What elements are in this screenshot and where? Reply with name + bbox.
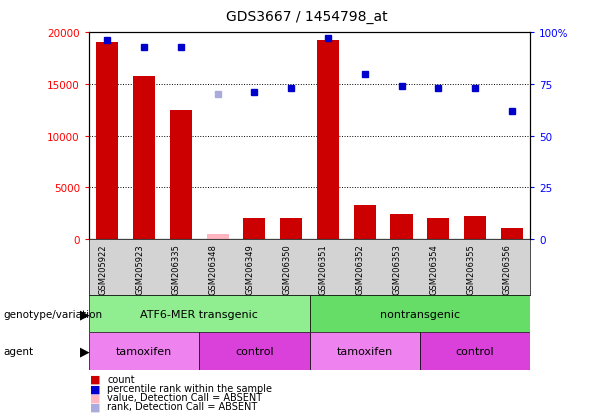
Bar bbox=[96, 43, 118, 240]
Bar bbox=[89, 332, 199, 370]
Text: agent: agent bbox=[3, 346, 33, 356]
Text: nontransgenic: nontransgenic bbox=[380, 309, 460, 319]
Text: GSM206348: GSM206348 bbox=[208, 244, 218, 295]
Text: GDS3667 / 1454798_at: GDS3667 / 1454798_at bbox=[226, 10, 387, 24]
Bar bbox=[310, 332, 420, 370]
Bar bbox=[464, 217, 486, 240]
Text: ■: ■ bbox=[89, 392, 101, 402]
Text: GSM206352: GSM206352 bbox=[356, 244, 365, 294]
Text: GSM205922: GSM205922 bbox=[98, 244, 107, 294]
Bar bbox=[427, 219, 449, 240]
Text: rank, Detection Call = ABSENT: rank, Detection Call = ABSENT bbox=[107, 401, 257, 411]
Bar bbox=[420, 332, 530, 370]
Bar bbox=[89, 295, 310, 332]
Text: ATF6-MER transgenic: ATF6-MER transgenic bbox=[140, 309, 258, 319]
Bar bbox=[133, 76, 155, 240]
Text: genotype/variation: genotype/variation bbox=[3, 309, 102, 319]
Text: count: count bbox=[107, 374, 135, 384]
Text: ■: ■ bbox=[89, 401, 101, 411]
Bar bbox=[207, 235, 229, 240]
Text: GSM206351: GSM206351 bbox=[319, 244, 328, 294]
Text: tamoxifen: tamoxifen bbox=[116, 346, 172, 356]
Text: GSM206350: GSM206350 bbox=[282, 244, 291, 294]
Text: GSM206335: GSM206335 bbox=[172, 244, 181, 295]
Bar bbox=[199, 332, 310, 370]
Text: GSM206353: GSM206353 bbox=[392, 244, 402, 295]
Text: tamoxifen: tamoxifen bbox=[337, 346, 393, 356]
Text: control: control bbox=[235, 346, 274, 356]
Bar bbox=[354, 206, 376, 240]
Text: GSM206354: GSM206354 bbox=[429, 244, 438, 294]
Text: percentile rank within the sample: percentile rank within the sample bbox=[107, 383, 272, 393]
Bar bbox=[501, 228, 523, 240]
Text: GSM206356: GSM206356 bbox=[503, 244, 512, 295]
Bar bbox=[243, 219, 265, 240]
Text: value, Detection Call = ABSENT: value, Detection Call = ABSENT bbox=[107, 392, 262, 402]
Text: ■: ■ bbox=[89, 383, 101, 393]
Text: GSM206349: GSM206349 bbox=[245, 244, 254, 294]
Text: GSM205923: GSM205923 bbox=[135, 244, 144, 294]
Text: control: control bbox=[455, 346, 495, 356]
Text: ▶: ▶ bbox=[80, 307, 89, 320]
Text: ■: ■ bbox=[89, 374, 101, 384]
Bar bbox=[390, 215, 413, 240]
Bar bbox=[170, 110, 192, 240]
Bar bbox=[280, 219, 302, 240]
Bar bbox=[317, 41, 339, 240]
Text: GSM206355: GSM206355 bbox=[466, 244, 475, 294]
Text: ▶: ▶ bbox=[80, 344, 89, 358]
Bar bbox=[310, 295, 530, 332]
